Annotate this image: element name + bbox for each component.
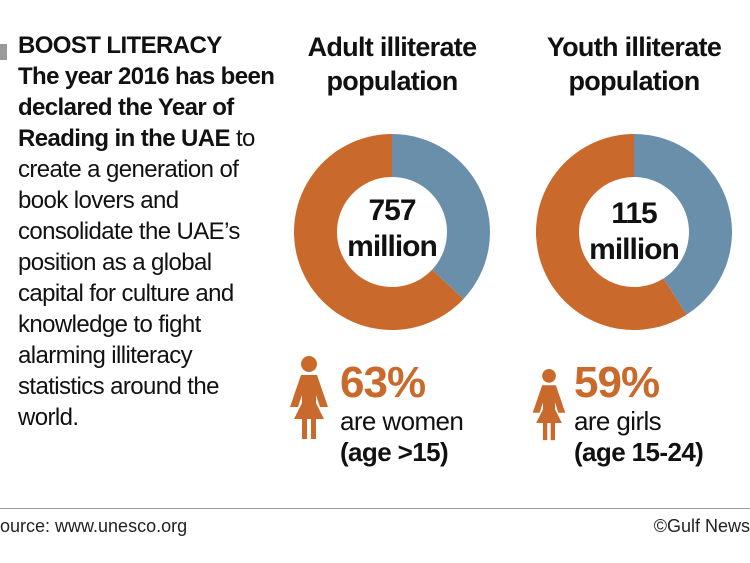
adult-center-unit: million (347, 230, 438, 263)
donut-slice-men (392, 134, 490, 300)
woman-icon (532, 369, 566, 441)
headline-marker (0, 44, 7, 60)
youth-stat-text: are girls (574, 406, 662, 436)
headline: BOOST LITERACY (18, 32, 222, 59)
adult-age-note: (age >15) (340, 437, 449, 467)
adult-percent: 63% (340, 358, 426, 407)
adult-column-title: Adult illiterate population (277, 30, 507, 98)
youth-center-label: 115 million (554, 196, 714, 268)
donut-slice-girls (536, 134, 687, 330)
donut-slice-women (293, 134, 464, 330)
credit-text: ©Gulf News (653, 516, 750, 536)
adult-title: Adult illiterate population (307, 32, 478, 96)
adult-stat: 63% are women (age >15) (340, 358, 464, 468)
intro-bold-text: The year 2016 has been declared the Year… (18, 63, 275, 152)
youth-center-number: 115 (611, 197, 657, 230)
youth-age-note: (age 15-24) (574, 437, 704, 467)
woman-icon (290, 356, 328, 439)
youth-percent: 59% (574, 358, 660, 407)
adult-center-label: 757 million (312, 193, 472, 265)
source-text: ource: www.unesco.org (0, 516, 188, 536)
adult-donut-chart (293, 134, 490, 330)
youth-title: Youth illiterate population (546, 32, 722, 96)
intro-body-text: to create a generation of book lovers an… (18, 125, 255, 431)
adult-center-number: 757 (368, 194, 416, 227)
donut-slice-boys (634, 134, 732, 315)
youth-stat: 59% are girls (age 15-24) (574, 358, 704, 468)
footer-divider (0, 508, 750, 509)
adult-stat-text: are women (340, 406, 464, 436)
youth-donut-chart (536, 134, 732, 330)
intro-text: BOOST LITERACY The year 2016 has been de… (18, 30, 276, 433)
youth-center-unit: million (589, 233, 680, 266)
youth-column-title: Youth illiterate population (519, 30, 749, 98)
